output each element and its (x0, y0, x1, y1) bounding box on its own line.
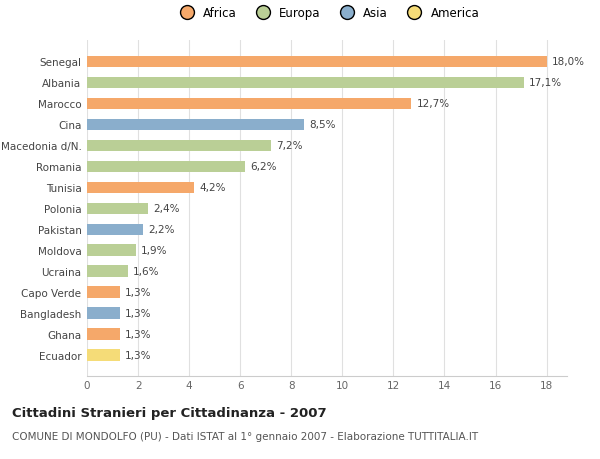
Text: 1,3%: 1,3% (125, 288, 152, 297)
Bar (87, 287, 120, 298)
Bar (87, 203, 148, 215)
Text: 1,3%: 1,3% (125, 308, 152, 319)
Text: COMUNE DI MONDOLFO (PU) - Dati ISTAT al 1° gennaio 2007 - Elaborazione TUTTITALI: COMUNE DI MONDOLFO (PU) - Dati ISTAT al … (12, 431, 478, 442)
Text: 4,2%: 4,2% (199, 183, 226, 193)
Bar (87, 245, 136, 257)
Bar (87, 329, 120, 340)
Text: 6,2%: 6,2% (250, 162, 277, 172)
Text: Cittadini Stranieri per Cittadinanza - 2007: Cittadini Stranieri per Cittadinanza - 2… (12, 406, 326, 419)
Bar (87, 182, 194, 194)
Text: 1,9%: 1,9% (140, 246, 167, 256)
Text: 1,3%: 1,3% (125, 350, 152, 360)
Text: 2,2%: 2,2% (148, 225, 175, 235)
Text: 17,1%: 17,1% (529, 78, 562, 88)
Text: 7,2%: 7,2% (276, 141, 302, 151)
Text: 8,5%: 8,5% (309, 120, 335, 130)
Bar (87, 119, 304, 131)
Text: 1,3%: 1,3% (125, 330, 152, 340)
Text: 1,6%: 1,6% (133, 267, 160, 277)
Bar (87, 56, 547, 68)
Bar (87, 266, 128, 277)
Bar (87, 350, 120, 361)
Bar (87, 161, 245, 173)
Text: 12,7%: 12,7% (416, 99, 449, 109)
Legend: Africa, Europa, Asia, America: Africa, Europa, Asia, America (171, 4, 483, 24)
Bar (87, 308, 120, 319)
Bar (87, 78, 524, 89)
Bar (87, 224, 143, 235)
Bar (87, 98, 411, 110)
Text: 2,4%: 2,4% (154, 204, 180, 214)
Bar (87, 140, 271, 152)
Text: 18,0%: 18,0% (551, 57, 584, 67)
